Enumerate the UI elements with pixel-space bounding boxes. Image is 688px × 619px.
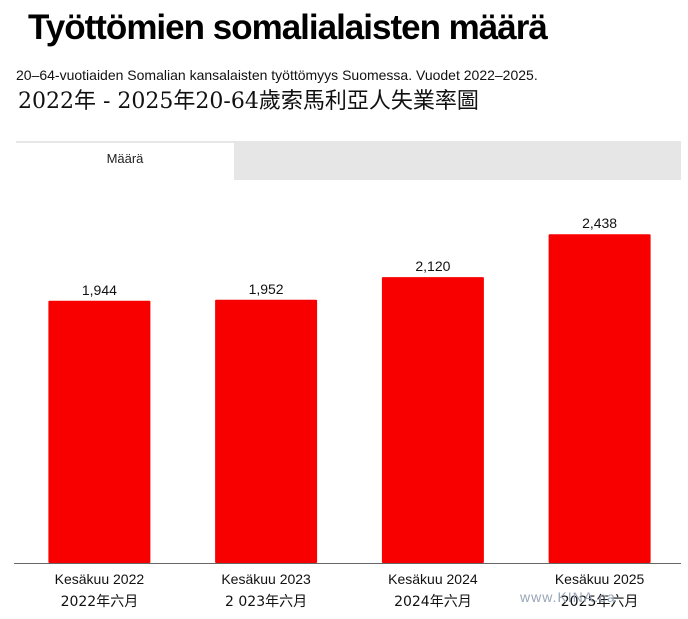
bar-value-label: 1,944	[82, 282, 117, 298]
x-tick-label-chinese: 2024年六月	[394, 594, 472, 610]
bar-value-label: 2,120	[415, 258, 450, 274]
tab-maara[interactable]: Määrä	[16, 143, 234, 180]
bar-kesäkuu-2023[interactable]	[215, 299, 318, 563]
x-tick-label-chinese: 2025年六月	[561, 594, 639, 610]
bar-kesäkuu-2025[interactable]	[548, 234, 651, 563]
bar-value-label: 1,952	[249, 281, 284, 297]
x-tick-label: Kesäkuu 2025	[555, 571, 645, 587]
chart-title: Työttömien somalialaisten määrä	[28, 8, 548, 47]
x-tick-label-chinese: 2 023年六月	[225, 594, 307, 610]
x-tick-label-chinese: 2022年六月	[61, 594, 139, 610]
watermark-text: www.KINA.ca	[520, 589, 616, 605]
x-tick-label: Kesäkuu 2022	[55, 571, 145, 587]
x-tick-label: Kesäkuu 2023	[221, 571, 311, 587]
tab-bar: Määrä	[16, 141, 681, 180]
bar-chart: 1,944 Kesäkuu 2022 2022年六月 1,952 Kesäkuu 202…	[14, 215, 681, 610]
chart-subtitle-chinese: 2022年 - 2025年20-64歲索馬利亞人失業率圖	[18, 89, 479, 114]
bar-kesäkuu-2022[interactable]	[48, 300, 151, 563]
chart-subtitle: 20–64-vuotiaiden Somalian kansalaisten t…	[16, 67, 538, 83]
x-tick-label: Kesäkuu 2024	[388, 571, 478, 587]
bar-kesäkuu-2024[interactable]	[381, 277, 484, 563]
bar-value-label: 2,438	[582, 215, 617, 231]
